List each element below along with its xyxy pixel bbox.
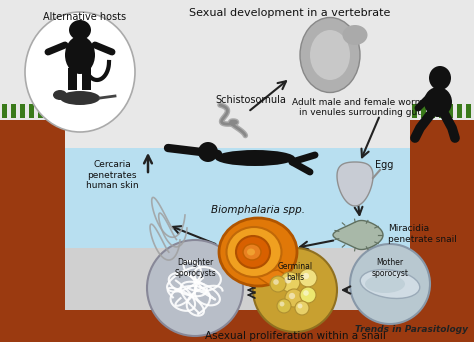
Circle shape (303, 290, 309, 296)
FancyBboxPatch shape (412, 106, 417, 118)
Ellipse shape (243, 244, 261, 260)
FancyBboxPatch shape (430, 105, 435, 115)
FancyBboxPatch shape (68, 68, 77, 90)
FancyBboxPatch shape (421, 104, 426, 112)
Ellipse shape (60, 91, 100, 105)
FancyBboxPatch shape (47, 106, 52, 118)
Circle shape (253, 248, 337, 332)
FancyBboxPatch shape (457, 106, 462, 118)
Text: Biomphalaria spp.: Biomphalaria spp. (211, 205, 305, 215)
Ellipse shape (247, 249, 255, 255)
Circle shape (299, 269, 317, 287)
FancyBboxPatch shape (20, 104, 25, 112)
Circle shape (273, 279, 279, 285)
Circle shape (270, 276, 286, 292)
Circle shape (284, 276, 292, 284)
FancyBboxPatch shape (466, 105, 471, 115)
FancyBboxPatch shape (421, 105, 426, 115)
FancyBboxPatch shape (29, 104, 34, 112)
FancyBboxPatch shape (29, 106, 34, 118)
FancyBboxPatch shape (82, 68, 91, 90)
Circle shape (295, 301, 309, 315)
FancyBboxPatch shape (457, 104, 462, 112)
Text: Mother
sporocyst: Mother sporocyst (372, 258, 409, 278)
FancyBboxPatch shape (38, 105, 43, 115)
Circle shape (350, 244, 430, 324)
FancyBboxPatch shape (56, 104, 61, 112)
Text: Adult male and female worms
in venules surrounding gut: Adult male and female worms in venules s… (292, 98, 428, 117)
FancyBboxPatch shape (2, 105, 7, 115)
FancyBboxPatch shape (47, 105, 52, 115)
Ellipse shape (219, 218, 297, 286)
FancyBboxPatch shape (439, 105, 444, 115)
Polygon shape (337, 162, 373, 206)
Ellipse shape (198, 142, 218, 162)
Circle shape (289, 293, 295, 299)
FancyBboxPatch shape (11, 104, 16, 112)
Circle shape (147, 240, 243, 336)
Text: Trends in Parasitology: Trends in Parasitology (355, 325, 468, 334)
FancyBboxPatch shape (0, 310, 474, 342)
Ellipse shape (227, 227, 282, 277)
FancyBboxPatch shape (11, 105, 16, 115)
Ellipse shape (300, 17, 360, 92)
FancyBboxPatch shape (38, 104, 43, 112)
FancyBboxPatch shape (430, 104, 435, 112)
Text: Sexual development in a vertebrate: Sexual development in a vertebrate (189, 8, 391, 18)
FancyBboxPatch shape (20, 106, 25, 118)
Circle shape (298, 304, 302, 308)
Text: Miracidia
penetrate snail: Miracidia penetrate snail (388, 224, 457, 244)
FancyBboxPatch shape (0, 120, 65, 342)
FancyBboxPatch shape (412, 105, 417, 115)
Circle shape (277, 299, 291, 313)
Ellipse shape (360, 269, 420, 299)
Circle shape (285, 289, 303, 307)
FancyBboxPatch shape (430, 106, 435, 118)
Circle shape (300, 287, 316, 303)
FancyBboxPatch shape (448, 105, 453, 115)
Text: Germinal
balls: Germinal balls (277, 262, 312, 282)
Circle shape (303, 273, 309, 279)
Ellipse shape (215, 150, 295, 166)
FancyBboxPatch shape (439, 106, 444, 118)
FancyBboxPatch shape (466, 106, 471, 118)
FancyBboxPatch shape (11, 106, 16, 118)
FancyBboxPatch shape (29, 105, 34, 115)
Ellipse shape (429, 66, 451, 90)
FancyBboxPatch shape (60, 148, 414, 248)
FancyBboxPatch shape (410, 120, 474, 342)
Circle shape (280, 302, 284, 306)
Ellipse shape (53, 90, 67, 100)
Ellipse shape (365, 275, 405, 293)
Polygon shape (333, 221, 383, 250)
Text: Asexual proliferation within a snail: Asexual proliferation within a snail (205, 331, 385, 341)
FancyBboxPatch shape (38, 106, 43, 118)
FancyBboxPatch shape (56, 105, 61, 115)
Ellipse shape (25, 12, 135, 132)
FancyBboxPatch shape (448, 106, 453, 118)
Ellipse shape (424, 87, 452, 117)
Text: Egg: Egg (375, 160, 393, 170)
FancyBboxPatch shape (421, 106, 426, 118)
Text: Schistosomula: Schistosomula (215, 95, 286, 105)
FancyBboxPatch shape (60, 248, 414, 325)
Text: Cercaria
penetrates
human skin: Cercaria penetrates human skin (86, 160, 138, 190)
FancyBboxPatch shape (47, 104, 52, 112)
Circle shape (280, 272, 300, 292)
FancyBboxPatch shape (412, 104, 417, 112)
Ellipse shape (310, 30, 350, 80)
FancyBboxPatch shape (448, 104, 453, 112)
FancyBboxPatch shape (439, 104, 444, 112)
FancyBboxPatch shape (2, 104, 7, 112)
FancyBboxPatch shape (56, 106, 61, 118)
FancyBboxPatch shape (2, 106, 7, 118)
FancyBboxPatch shape (20, 105, 25, 115)
Polygon shape (253, 270, 298, 290)
Ellipse shape (236, 236, 270, 268)
FancyBboxPatch shape (457, 105, 462, 115)
Text: Daughter
Sporocysts: Daughter Sporocysts (174, 258, 216, 278)
FancyBboxPatch shape (466, 104, 471, 112)
Ellipse shape (65, 36, 95, 74)
Text: Alternative hosts: Alternative hosts (44, 12, 127, 22)
